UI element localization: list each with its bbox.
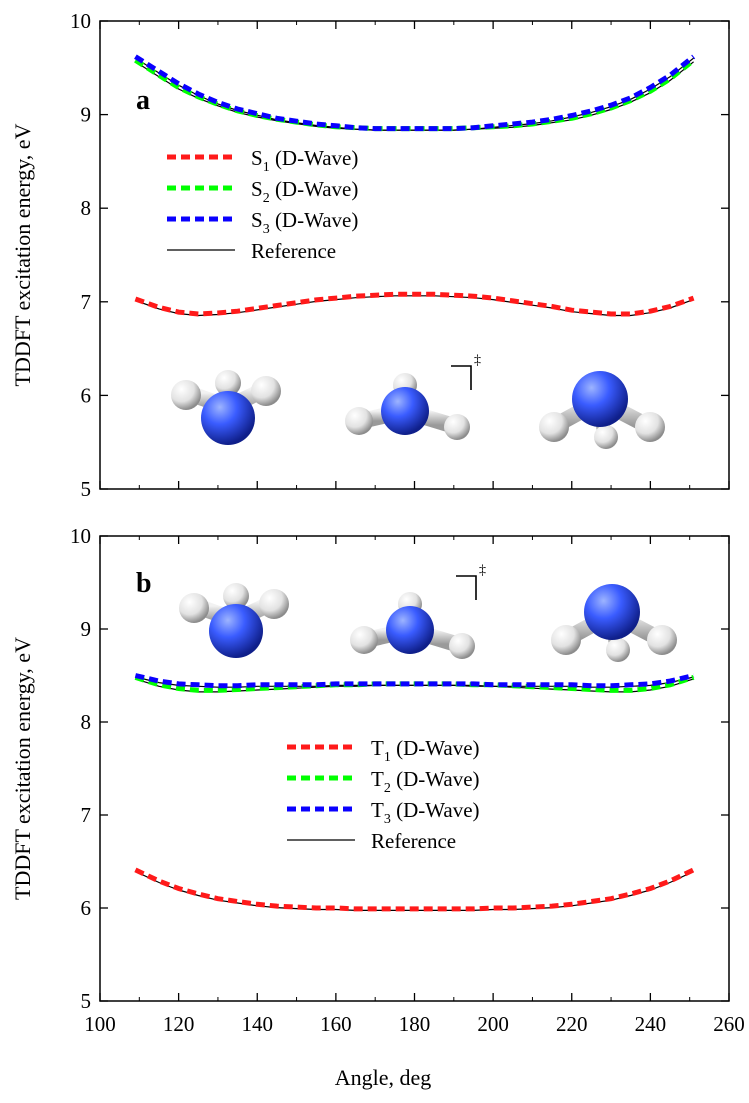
x-axis-label: Angle, deg [335, 1065, 432, 1090]
ammonia-molecule-icon [171, 370, 281, 445]
transition-state-bracket [456, 575, 477, 600]
legend-entry: T1 (D-Wave) [371, 736, 480, 765]
x-tick-label: 260 [713, 1012, 745, 1036]
legend-entry: T2 (D-Wave) [371, 767, 480, 796]
x-tick-label: 100 [84, 1012, 116, 1036]
x-tick-label: 160 [320, 1012, 352, 1036]
panel-label: b [136, 568, 152, 599]
y-tick-label: 7 [81, 803, 92, 827]
y-tick-label: 7 [81, 290, 92, 314]
panel-label: a [136, 85, 150, 116]
y-tick-label: 8 [81, 710, 92, 734]
y-tick-label: 9 [81, 103, 92, 127]
y-tick-label: 6 [81, 896, 92, 920]
legend-entry: Reference [251, 239, 336, 263]
x-tick-label: 200 [477, 1012, 509, 1036]
ammonia-transition-state-icon [350, 592, 475, 659]
transition-state-bracket [451, 365, 472, 390]
ammonia-molecule-icon [179, 583, 289, 658]
x-tick-label: 180 [399, 1012, 431, 1036]
y-tick-label: 9 [81, 617, 92, 641]
x-tick-label: 140 [242, 1012, 274, 1036]
series-line-t1 [134, 867, 695, 912]
x-tick-label: 120 [163, 1012, 195, 1036]
reference-line [135, 57, 694, 131]
series-line-t3 [134, 673, 695, 689]
legend-entry: S2 (D-Wave) [251, 177, 358, 206]
ammonia-inverted-molecule-icon [551, 584, 677, 662]
x-tick-label: 240 [635, 1012, 667, 1036]
transition-state-symbol: ‡ [474, 353, 481, 368]
y-tick-label: 10 [70, 9, 91, 33]
reference-line [135, 61, 694, 131]
reference-line [135, 870, 694, 911]
series-line-s1 [134, 291, 695, 317]
panel-b: 100 120 140 160 180 200 220 240 260 5 6 7 8 9 10 TDDFT … [10, 524, 745, 1036]
y-axis-label: TDDFT excitation energy, eV [10, 123, 35, 386]
y-tick-label: 5 [81, 989, 92, 1013]
y-tick-label: 8 [81, 196, 92, 220]
y-tick-label: 10 [70, 524, 91, 548]
legend-entry: T3 (D-Wave) [371, 798, 480, 827]
legend-entry: Reference [371, 829, 456, 853]
ammonia-inverted-molecule-icon [539, 371, 665, 449]
transition-state-symbol: ‡ [479, 563, 486, 578]
series-line-s2 [134, 58, 696, 132]
ammonia-transition-state-icon [345, 373, 470, 440]
legend-entry: S3 (D-Wave) [251, 208, 358, 237]
series-line-s3 [134, 54, 696, 132]
legend-entry: S1 (D-Wave) [251, 146, 358, 175]
y-tick-label: 5 [81, 477, 92, 501]
y-axis-label: TDDFT excitation energy, eV [10, 637, 35, 900]
x-tick-label: 220 [556, 1012, 588, 1036]
panel-a: 5 6 7 8 9 10 TDDFT excitation energy, eV a S1 (D… [10, 9, 730, 501]
y-tick-label: 6 [81, 383, 92, 407]
